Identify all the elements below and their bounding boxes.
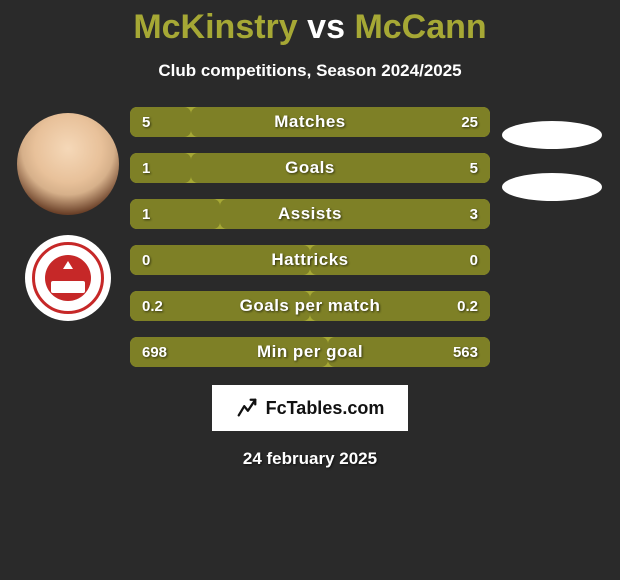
brand-box: FcTables.com	[212, 385, 409, 431]
stat-label: Matches	[190, 112, 430, 132]
stat-value-right: 563	[430, 344, 490, 361]
stat-value-left: 1	[130, 206, 190, 223]
player1-avatar	[17, 113, 119, 215]
stat-value-left: 5	[130, 114, 190, 131]
stat-label: Goals per match	[190, 296, 430, 316]
stat-value-left: 0	[130, 252, 190, 269]
right-column	[492, 107, 612, 201]
stat-bar: 0Hattricks0	[130, 245, 490, 275]
stat-value-right: 3	[430, 206, 490, 223]
player2-avatar	[502, 121, 602, 149]
comparison-card: McKinstry vs McCann Club competitions, S…	[0, 0, 620, 580]
player1-name: McKinstry	[133, 8, 297, 46]
subtitle: Club competitions, Season 2024/2025	[0, 61, 620, 81]
brand-icon	[236, 397, 258, 419]
stat-value-right: 0.2	[430, 298, 490, 315]
stat-bar: 1Goals5	[130, 153, 490, 183]
stat-value-left: 0.2	[130, 298, 190, 315]
comparison-title: McKinstry vs McCann	[0, 8, 620, 47]
stat-value-right: 25	[430, 114, 490, 131]
vs-label: vs	[307, 8, 345, 46]
club-badge-ring	[32, 242, 104, 314]
brand-label: FcTables.com	[266, 398, 385, 419]
stat-label: Min per goal	[190, 342, 430, 362]
stat-bar: 1Assists3	[130, 199, 490, 229]
stat-label: Hattricks	[190, 250, 430, 270]
stats-column: 5Matches251Goals51Assists30Hattricks00.2…	[128, 107, 492, 367]
stat-bar: 0.2Goals per match0.2	[130, 291, 490, 321]
stat-bar: 5Matches25	[130, 107, 490, 137]
player2-name: McCann	[354, 8, 486, 46]
stat-bar: 698Min per goal563	[130, 337, 490, 367]
stat-value-right: 5	[430, 160, 490, 177]
stat-label: Goals	[190, 158, 430, 178]
main-row: 5Matches251Goals51Assists30Hattricks00.2…	[0, 107, 620, 367]
stat-label: Assists	[190, 204, 430, 224]
stat-value-left: 698	[130, 344, 190, 361]
stat-value-left: 1	[130, 160, 190, 177]
stat-value-right: 0	[430, 252, 490, 269]
footer: FcTables.com 24 february 2025	[0, 385, 620, 469]
club-badge-core	[45, 255, 91, 301]
player2-club-badge	[502, 173, 602, 201]
player1-club-badge	[25, 235, 111, 321]
date-label: 24 february 2025	[243, 449, 377, 469]
left-column	[8, 107, 128, 321]
